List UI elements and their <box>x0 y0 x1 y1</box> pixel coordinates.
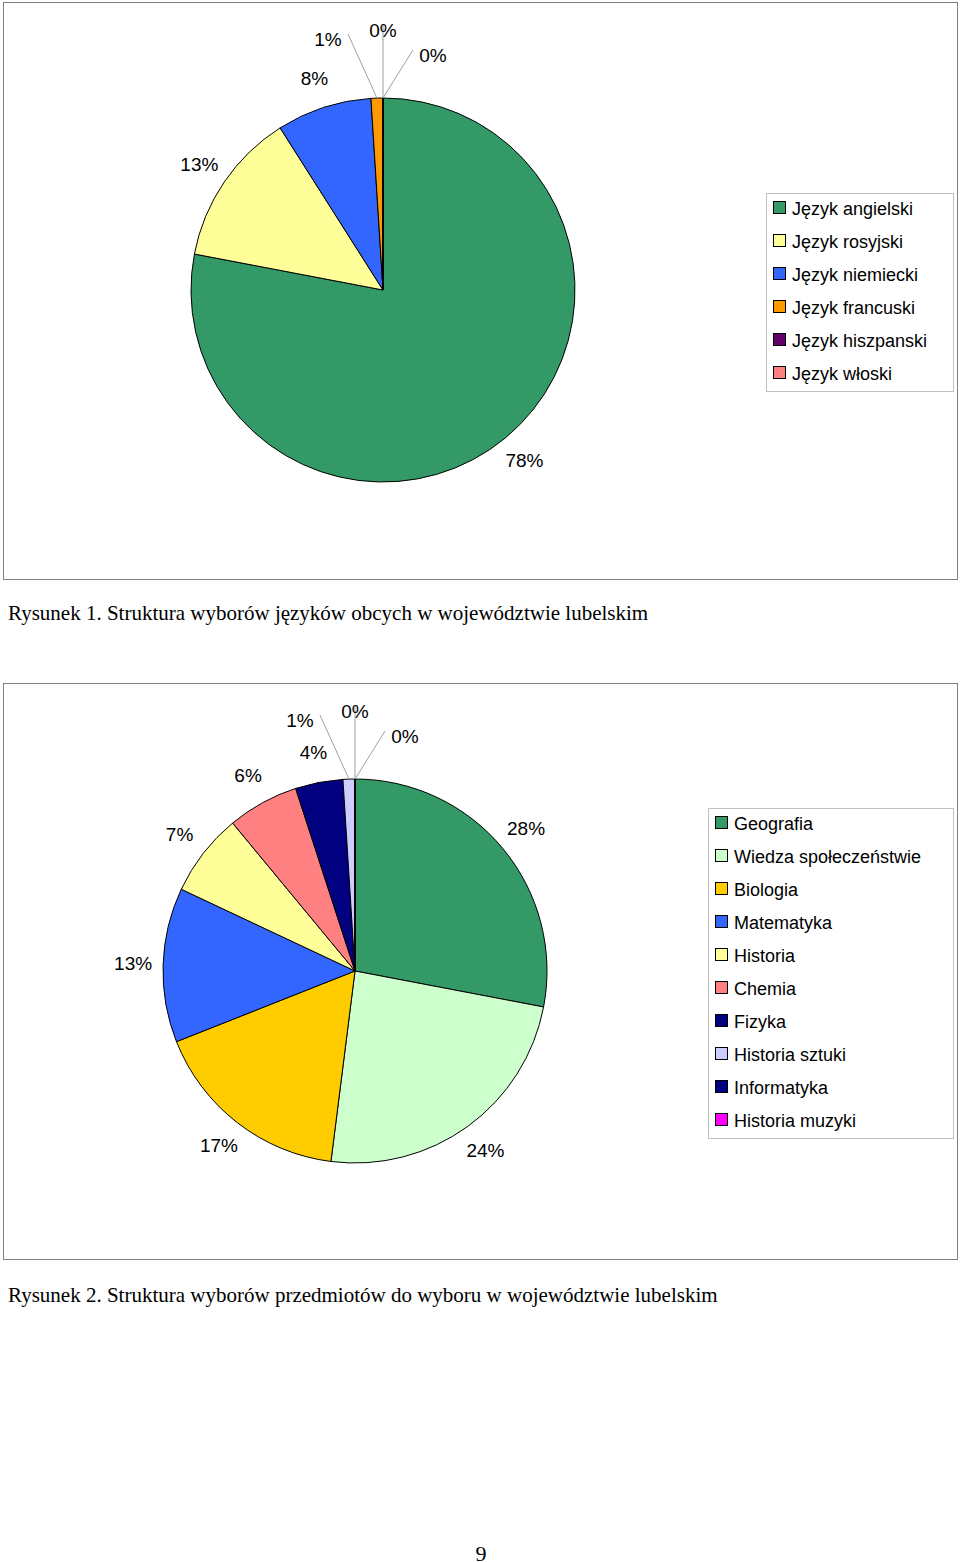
legend-swatch <box>774 301 786 313</box>
data-label: 6% <box>234 765 262 786</box>
legend-label: Biologia <box>734 880 799 900</box>
data-label: 4% <box>300 742 328 763</box>
legend-label: Chemia <box>734 979 797 999</box>
data-label: 28% <box>507 818 545 839</box>
data-label: 7% <box>166 824 194 845</box>
pie-slice <box>355 779 356 971</box>
legend-label: Język francuski <box>792 298 915 318</box>
page-number: 9 <box>476 1541 487 1562</box>
pie-slice <box>280 98 383 290</box>
legend-swatch <box>716 916 728 928</box>
chart: 78% 13% 8% 1% 0% 0% Język angielski Język rosyj… <box>4 3 958 580</box>
data-label: 78% <box>505 450 543 471</box>
data-label: 1% <box>314 29 342 50</box>
legend-swatch <box>716 817 728 829</box>
legend-swatch <box>774 235 786 247</box>
pie-slices <box>191 98 575 482</box>
data-label: 17% <box>200 1135 238 1156</box>
chart-frame <box>4 684 958 1260</box>
pie-slice <box>355 779 547 1007</box>
data-label: 13% <box>114 953 152 974</box>
leader-line <box>348 34 377 98</box>
legend-label: Informatyka <box>734 1078 829 1098</box>
data-label: 0% <box>341 701 369 722</box>
legend-label: Historia <box>734 946 796 966</box>
legend: Język angielski Język rosyjski Język niemi… <box>767 194 954 392</box>
legend-box <box>767 194 954 392</box>
legend-label: Historia muzyki <box>734 1111 856 1131</box>
pie-slice <box>296 779 355 971</box>
data-label: 0% <box>391 726 419 747</box>
legend-swatch <box>716 883 728 895</box>
legend-label: Język hiszpanski <box>792 331 927 351</box>
legend-label: Język włoski <box>792 364 892 384</box>
legend-label: Język niemiecki <box>792 265 918 285</box>
pie-slice <box>383 98 384 290</box>
data-label: 0% <box>419 45 447 66</box>
pie-slices <box>163 779 547 1163</box>
data-label: 0% <box>369 20 397 41</box>
legend-swatch <box>774 268 786 280</box>
legend-swatch <box>774 367 786 379</box>
chart: 28% 24% 17% 13% 7% 6% 4% 1% 0% 0% Geografia Wiedza … <box>4 684 958 1260</box>
leader-line <box>383 50 413 98</box>
legend-swatch <box>716 1048 728 1060</box>
legend-swatch <box>716 949 728 961</box>
pie-slice <box>191 98 575 482</box>
legend-swatch <box>716 1114 728 1126</box>
figure-caption: Rysunek 1. Struktura wyborów języków obc… <box>8 601 648 625</box>
figure-caption: Rysunek 2. Struktura wyborów przedmiotów… <box>8 1283 718 1307</box>
legend-label: Fizyka <box>734 1012 787 1032</box>
legend-label: Język rosyjski <box>792 232 903 252</box>
legend-box <box>709 809 954 1139</box>
legend: Geografia Wiedza społeczeństwie Biologia Ma… <box>709 809 954 1139</box>
data-label: 1% <box>286 710 314 731</box>
legend-label: Matematyka <box>734 913 833 933</box>
pie-slice <box>355 779 356 971</box>
legend-label: Język angielski <box>792 199 913 219</box>
legend-label: Geografia <box>734 814 814 834</box>
legend-swatch <box>716 850 728 862</box>
legend-swatch <box>774 202 786 214</box>
chart-frame <box>4 3 958 580</box>
data-label: 24% <box>466 1140 504 1161</box>
page-canvas: 78% 13% 8% 1% 0% 0% Język angielski Język rosyj… <box>0 0 960 1562</box>
legend-label: Wiedza społeczeństwie <box>734 847 921 867</box>
leader-line <box>355 731 385 779</box>
pie-slice <box>343 779 355 971</box>
legend-label: Historia sztuki <box>734 1045 846 1065</box>
pie-labels: 28% 24% 17% 13% 7% 6% 4% 1% 0% 0% <box>114 701 545 1161</box>
data-label: 8% <box>301 68 329 89</box>
page: {"chart_data": [ {"type": "pie", "title"… <box>0 0 960 1562</box>
legend-swatch <box>716 1015 728 1027</box>
legend-swatch <box>716 1081 728 1093</box>
pie-slice <box>383 98 384 290</box>
legend-swatch <box>774 334 786 346</box>
leader-line <box>320 715 349 779</box>
pie-slice <box>331 971 544 1163</box>
legend-swatch <box>716 982 728 994</box>
data-label: 13% <box>180 154 218 175</box>
pie-labels: 78% 13% 8% 1% 0% 0% <box>180 20 543 471</box>
pie-slice <box>371 98 383 290</box>
